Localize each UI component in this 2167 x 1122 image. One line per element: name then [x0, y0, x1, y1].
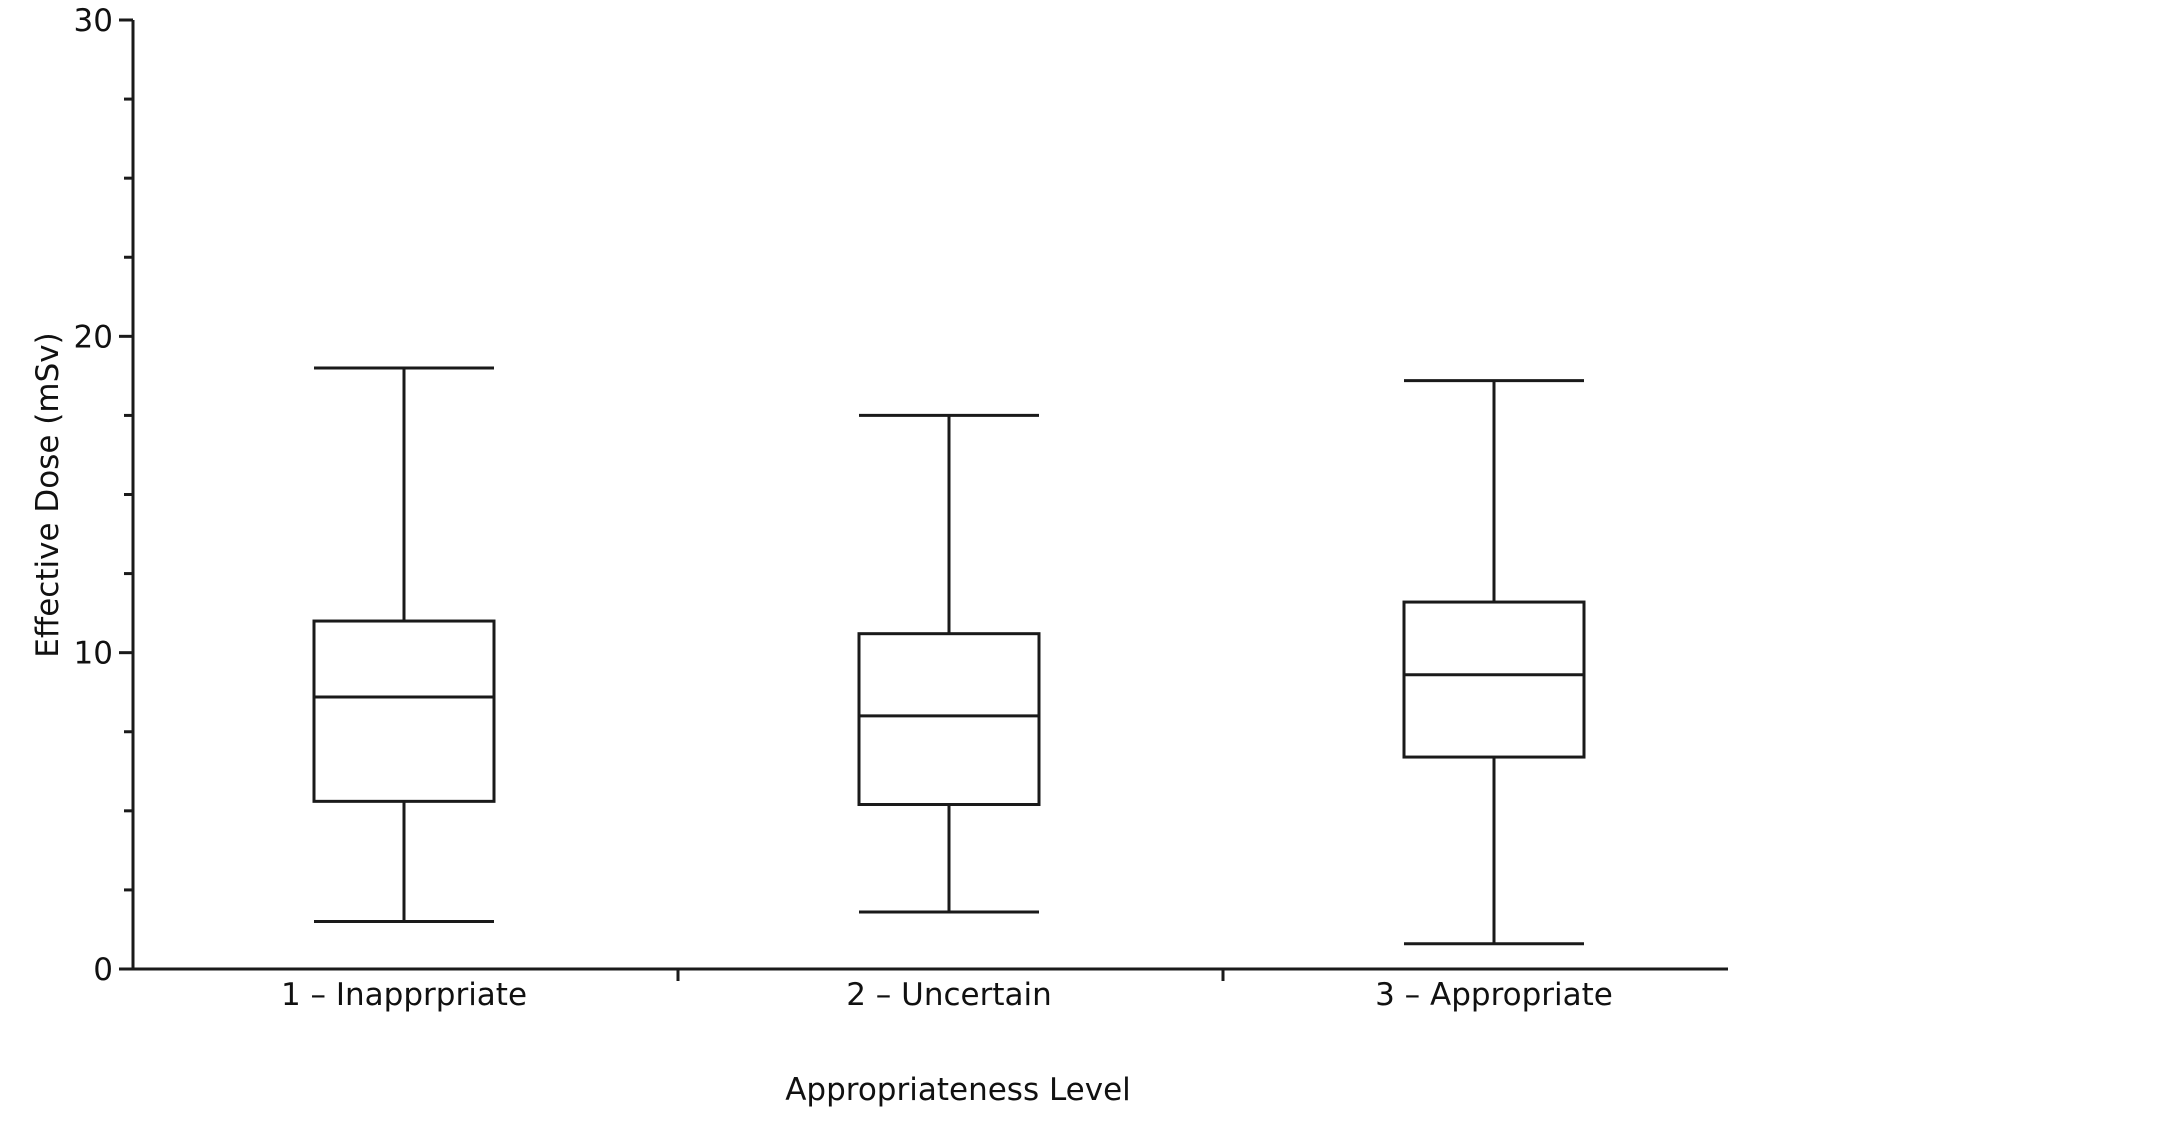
- iqr-box: [857, 632, 1041, 807]
- x-category-label: 2 – Uncertain: [846, 977, 1052, 1013]
- boxes: [312, 366, 1586, 946]
- iqr-box: [312, 619, 496, 803]
- x-category-label: 1 – Inapprpriate: [281, 977, 527, 1013]
- y-axis-title: Effective Dose (mSv): [30, 332, 66, 657]
- box-plot-2: [857, 413, 1041, 914]
- y-ticks: 0 10 20 30: [74, 3, 133, 988]
- box-plot-1: [312, 366, 496, 924]
- x-axis-title: Appropriateness Level: [785, 1072, 1131, 1108]
- iqr-box: [1402, 600, 1586, 759]
- y-tick-label: 20: [74, 319, 113, 355]
- x-category-label: 3 – Appropriate: [1375, 977, 1613, 1013]
- category-labels: 1 – Inapprpriate 2 – Uncertain 3 – Appropr…: [281, 977, 1613, 1013]
- y-tick-label: 10: [74, 636, 113, 672]
- box-plot-3: [1402, 379, 1586, 946]
- y-tick-label: 0: [93, 952, 113, 988]
- axes: [131, 20, 1728, 981]
- y-tick-label: 30: [74, 3, 113, 39]
